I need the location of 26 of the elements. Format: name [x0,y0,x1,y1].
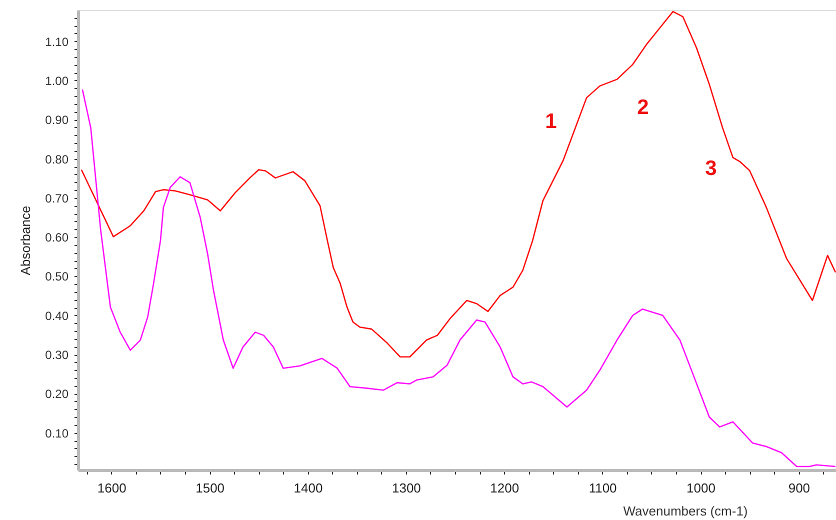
x-tick-label: 1300 [392,480,421,496]
line-series [82,88,836,468]
x-tick-label: 1000 [686,480,716,496]
y-tick-label: 1.10 [45,34,69,49]
y-axis-title: Absorbance [18,206,34,276]
y-tick-label: 0.20 [45,387,69,402]
x-axis-title: Wavenumbers (cm-1) [623,504,748,518]
y-tick-label: 0.80 [45,152,69,166]
x-tick-label: 1500 [196,480,225,496]
x-tick-label: 1400 [294,480,323,496]
y-tick-label: 0.90 [45,113,69,128]
line-series [80,10,836,358]
y-tick-label: 0.50 [45,270,69,284]
y-tick-label: 0.30 [45,348,69,362]
x-tick-label: 1200 [490,480,520,496]
annotation: 3 [705,157,717,180]
y-tick-label: 0.40 [45,308,69,323]
annotation: 1 [545,110,558,133]
y-tick-label: 0.70 [45,191,69,206]
x-tick-label: 1600 [97,480,126,496]
x-tick-label: 1100 [588,480,617,496]
annotation: 2 [637,96,649,119]
y-tick-label: 1.00 [45,74,69,88]
x-tick-label: 900 [788,480,810,496]
y-tick-label: 0.10 [45,426,69,440]
y-tick-label: 0.60 [45,230,69,245]
